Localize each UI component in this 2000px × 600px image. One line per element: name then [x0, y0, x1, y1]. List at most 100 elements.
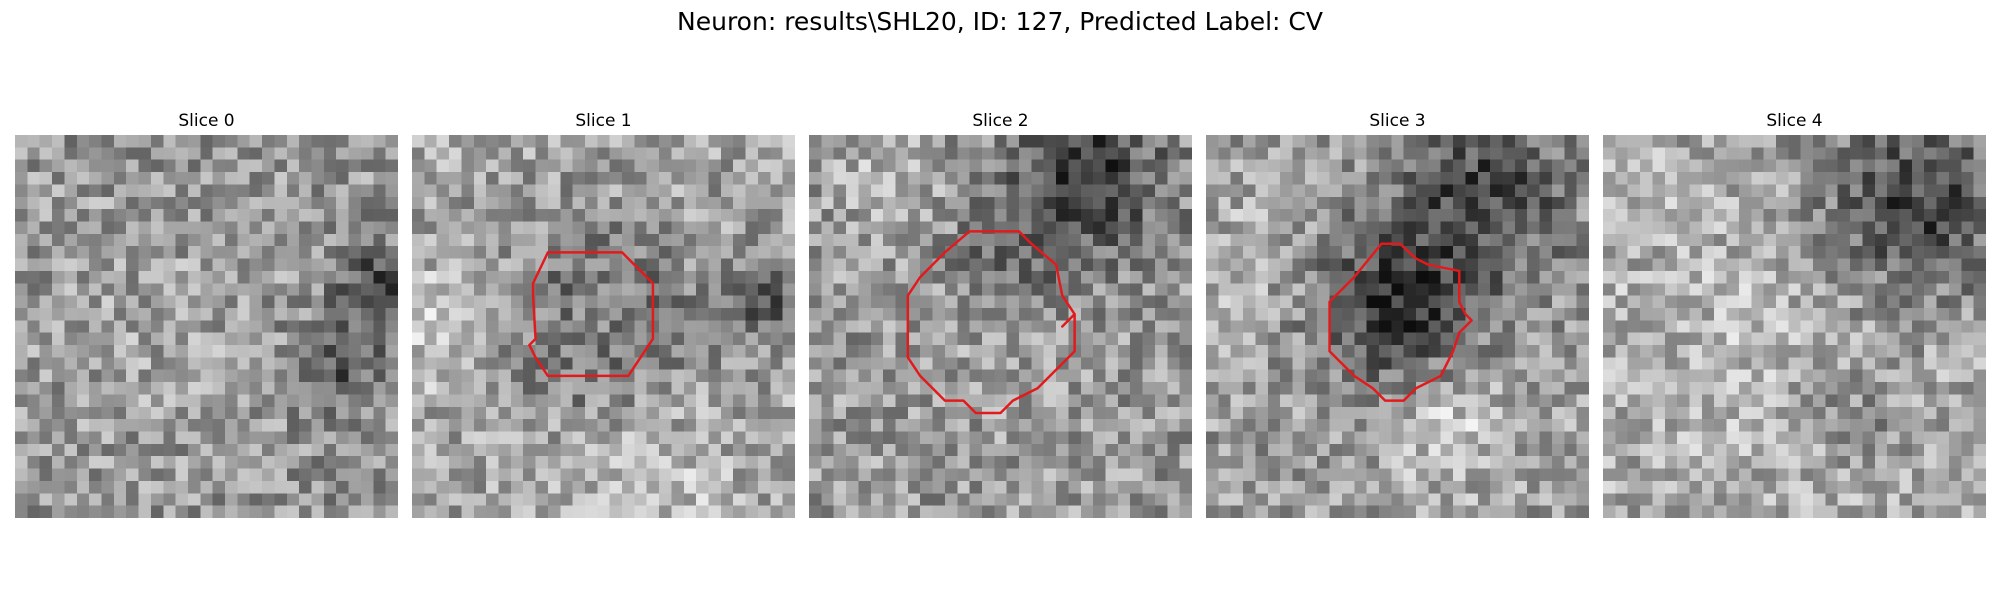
pixel: [262, 184, 275, 198]
pixel: [323, 209, 337, 222]
pixel: [1961, 196, 1974, 210]
pixel: [1391, 209, 1404, 222]
pixel: [1167, 443, 1180, 457]
pixel: [584, 493, 598, 506]
pixel: [1019, 456, 1032, 469]
pixel: [733, 480, 746, 494]
pixel: [1948, 270, 1962, 284]
pixel: [1874, 221, 1888, 235]
pixel: [1603, 332, 1616, 346]
pixel: [957, 295, 970, 309]
pixel: [1924, 221, 1937, 235]
pixel: [1664, 233, 1678, 247]
pixel: [1167, 468, 1180, 482]
pixel: [671, 307, 685, 321]
pixel: [336, 345, 349, 358]
pixel: [1551, 295, 1565, 309]
pixel: [1019, 135, 1032, 148]
pixel: [745, 332, 759, 346]
pixel: [1874, 233, 1888, 247]
pixel: [336, 258, 349, 272]
pixel: [101, 159, 115, 173]
pixel: [994, 307, 1007, 321]
pixel: [163, 406, 176, 420]
pixel: [1255, 382, 1269, 395]
pixel: [262, 172, 275, 185]
pixel: [1142, 135, 1156, 148]
pixel: [1627, 283, 1641, 296]
pixel: [1243, 480, 1256, 494]
pixel: [547, 135, 561, 148]
pixel: [1800, 456, 1814, 469]
pixel: [858, 209, 872, 222]
pixel: [1378, 172, 1392, 185]
pixel: [187, 406, 201, 420]
pixel: [535, 147, 549, 160]
pixel: [1477, 135, 1491, 148]
pixel: [1775, 382, 1789, 395]
pixel: [113, 320, 127, 333]
pixel: [1603, 233, 1616, 247]
pixel: [1179, 320, 1192, 333]
pixel: [1093, 419, 1106, 432]
pixel: [225, 147, 238, 160]
pixel: [27, 345, 40, 358]
pixel: [461, 357, 475, 370]
pixel: [809, 159, 822, 173]
pixel: [348, 332, 362, 346]
pixel: [1105, 295, 1119, 309]
pixel: [1539, 493, 1553, 506]
pixel: [1936, 196, 1950, 210]
pixel: [1701, 480, 1715, 494]
pixel: [1961, 159, 1974, 173]
pixel: [1329, 320, 1343, 333]
pixel: [113, 419, 127, 432]
pixel: [1837, 295, 1851, 309]
pixel: [1218, 406, 1231, 420]
pixel: [1627, 196, 1641, 210]
pixel: [1615, 221, 1628, 235]
pixel: [646, 159, 660, 173]
pixel: [833, 480, 847, 494]
pixel: [782, 258, 795, 272]
pixel: [1142, 295, 1156, 309]
pixel: [323, 369, 337, 383]
pixel: [1689, 295, 1703, 309]
pixel: [1453, 493, 1466, 506]
pixel: [150, 320, 164, 333]
pixel: [782, 382, 795, 395]
pixel: [237, 382, 250, 395]
pixel: [547, 480, 561, 494]
pixel: [1391, 172, 1404, 185]
pixel: [498, 320, 512, 333]
pixel: [770, 233, 783, 247]
pixel: [52, 345, 65, 358]
pixel: [1564, 283, 1577, 296]
pixel: [1714, 196, 1727, 210]
pixel: [1179, 270, 1192, 284]
pixel: [1874, 382, 1888, 395]
pixel: [1280, 332, 1293, 346]
pixel: [498, 246, 512, 259]
pixel: [1874, 369, 1888, 383]
pixel: [858, 357, 872, 370]
pixel: [907, 505, 921, 518]
pixel: [461, 480, 475, 494]
pixel: [225, 258, 238, 272]
pixel: [1292, 270, 1306, 284]
pixel: [1031, 345, 1044, 358]
pixel: [498, 505, 512, 518]
pixel: [1751, 468, 1764, 482]
pixel: [1862, 493, 1876, 506]
pixel: [1453, 406, 1466, 420]
pixel: [1714, 258, 1727, 272]
pixel: [1105, 184, 1119, 198]
pixel: [412, 307, 425, 321]
pixel: [833, 233, 847, 247]
pixel: [1243, 258, 1256, 272]
pixel: [659, 456, 672, 469]
pixel: [1267, 196, 1281, 210]
pixel: [1142, 357, 1156, 370]
pixel: [1329, 147, 1343, 160]
pixel: [15, 456, 28, 469]
